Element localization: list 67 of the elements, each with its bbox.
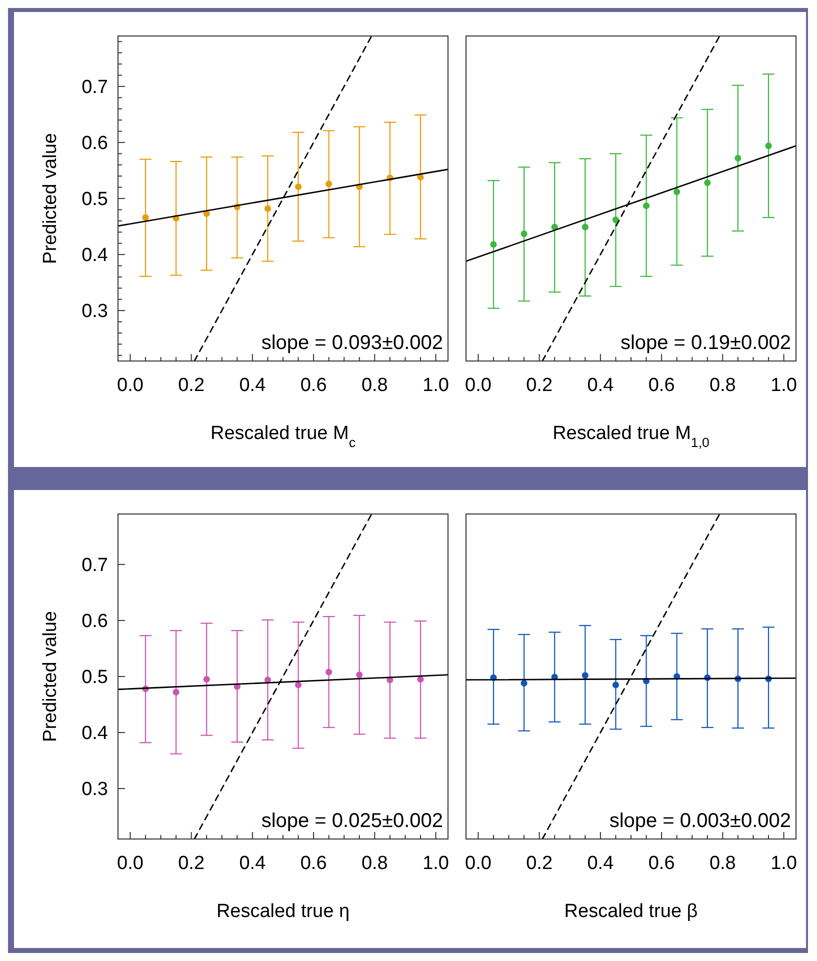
x-tick-label: 0.0	[117, 853, 144, 874]
point	[674, 188, 680, 196]
point	[582, 224, 588, 230]
x-tick-label: 0.2	[526, 853, 553, 874]
y-tick-label: 0.4	[82, 723, 108, 744]
point	[326, 180, 332, 188]
point	[417, 676, 424, 683]
y-tick-label: 0.7	[82, 77, 108, 98]
x-tick-label: 1.0	[422, 375, 449, 396]
x-tick-label: 0.0	[117, 375, 144, 396]
x-axis-title: Rescaled true M$_{c}$	[210, 423, 356, 450]
y-tick-label: 0.6	[82, 611, 108, 632]
y-tick-label: 0.3	[82, 301, 108, 322]
point	[417, 174, 424, 180]
point	[294, 183, 302, 190]
x-tick-label: 0.0	[465, 853, 492, 874]
point	[612, 216, 620, 224]
x-axis-title: Rescaled true β	[564, 901, 698, 922]
x-tick-label: 0.6	[300, 853, 327, 874]
point	[172, 688, 180, 696]
point	[612, 682, 620, 688]
point	[520, 230, 528, 238]
x-tick-label: 0.6	[648, 375, 675, 396]
point	[203, 676, 210, 683]
point	[264, 205, 272, 212]
x-tick-label: 1.0	[770, 853, 797, 874]
point	[642, 202, 650, 210]
x-tick-label: 0.2	[526, 375, 553, 396]
x-tick-label: 1.0	[422, 853, 449, 874]
point	[490, 241, 497, 248]
x-tick-label: 0.8	[361, 853, 388, 874]
point	[704, 180, 711, 186]
x-tick-label: 0.2	[178, 853, 205, 874]
x-tick-label: 0.8	[709, 853, 736, 874]
x-tick-label: 0.4	[587, 853, 614, 874]
point	[520, 680, 528, 687]
y-tick-label: 0.5	[82, 667, 108, 688]
point	[142, 214, 149, 221]
x-tick-label: 0.8	[709, 375, 736, 396]
y-axis-title: Predicted value	[40, 133, 61, 264]
x-tick-label: 0.4	[587, 375, 614, 396]
point	[326, 668, 332, 676]
point	[765, 142, 772, 150]
point	[582, 672, 588, 679]
x-tick-label: 0.6	[648, 853, 675, 874]
annotation: slope = 0.093±0.002	[261, 332, 443, 354]
y-tick-label: 0.5	[82, 189, 108, 210]
y-tick-label: 0.7	[82, 555, 108, 576]
annotation: slope = 0.003±0.002	[609, 810, 791, 832]
y-axis-title: Predicted value	[40, 611, 61, 742]
y-tick-label: 0.4	[82, 245, 108, 266]
x-tick-label: 0.4	[239, 375, 266, 396]
x-tick-label: 1.0	[770, 375, 797, 396]
x-tick-label: 0.2	[178, 375, 205, 396]
y-tick-label: 0.3	[82, 779, 108, 800]
point	[356, 672, 363, 678]
x-axis-title: Rescaled true η	[216, 901, 350, 922]
x-tick-label: 0.6	[300, 375, 327, 396]
annotation: slope = 0.025±0.002	[261, 810, 443, 832]
annotation: slope = 0.19±0.002	[620, 332, 791, 354]
x-tick-label: 0.8	[361, 375, 388, 396]
x-axis-title: Rescaled true M$_{1,0}$	[552, 423, 710, 450]
point	[734, 154, 742, 162]
y-tick-label: 0.6	[82, 133, 108, 154]
x-tick-label: 0.0	[465, 375, 492, 396]
x-tick-label: 0.4	[239, 853, 266, 874]
point	[294, 682, 302, 688]
